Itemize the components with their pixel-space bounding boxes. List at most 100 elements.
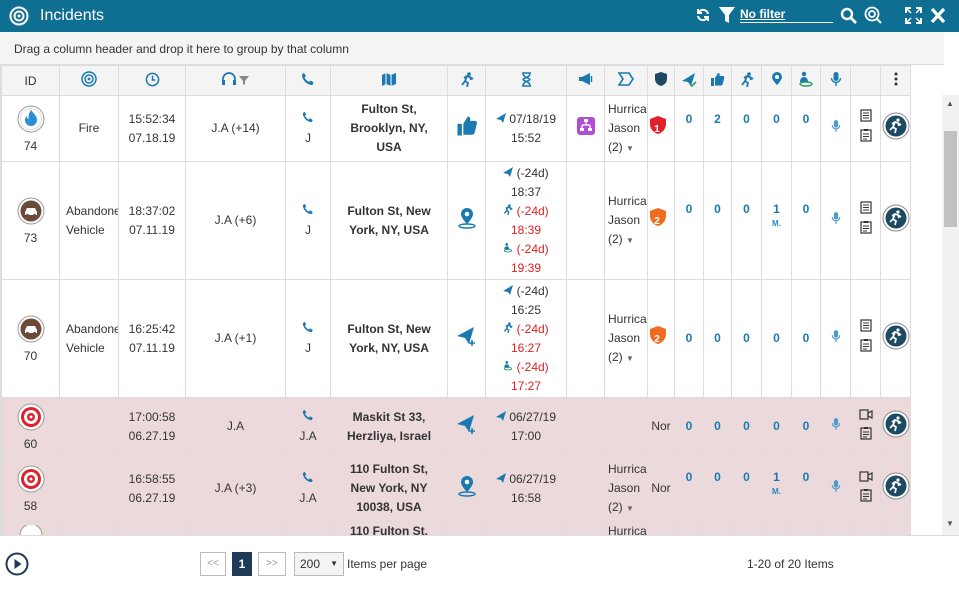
document-icon[interactable] bbox=[859, 201, 872, 214]
col-header-caller[interactable] bbox=[285, 65, 331, 96]
vehicle-type-icon bbox=[17, 315, 44, 342]
col-header-responders[interactable] bbox=[447, 65, 486, 96]
event-count-dropdown[interactable]: (2) ▼ bbox=[608, 499, 634, 514]
microphone-icon[interactable] bbox=[831, 479, 841, 493]
send-plus-icon[interactable] bbox=[456, 325, 478, 347]
dispatch-runner-button[interactable] bbox=[882, 322, 910, 350]
table-row[interactable]: 70 Abandone Vehicle 16:25:42 07.11.19 J.A … bbox=[1, 279, 943, 398]
address-line: Maskit St 33, bbox=[352, 409, 426, 424]
document-icon[interactable] bbox=[859, 319, 872, 332]
col-header-dispatcher[interactable] bbox=[185, 65, 286, 96]
phone-icon[interactable] bbox=[302, 203, 314, 215]
col-header-level[interactable] bbox=[647, 65, 675, 96]
col-header-runners[interactable] bbox=[731, 65, 762, 96]
location-pin-icon[interactable] bbox=[457, 475, 477, 497]
location-pin-icon[interactable] bbox=[457, 207, 477, 229]
table-row[interactable]: 110 Fulton St, Hurrica bbox=[1, 521, 943, 535]
event-name: Hurrica bbox=[608, 101, 647, 116]
window-title: Incidents bbox=[40, 7, 105, 24]
microphone-icon[interactable] bbox=[831, 119, 841, 133]
dispatch-runner-button[interactable] bbox=[882, 472, 910, 500]
address-line: Fulton St, New bbox=[347, 203, 431, 218]
col-header-time[interactable] bbox=[118, 65, 186, 96]
event-name: Jason bbox=[608, 480, 641, 495]
phone-icon[interactable] bbox=[302, 471, 314, 483]
address-line: 110 Fulton St, bbox=[349, 462, 428, 476]
first-page-button[interactable]: << bbox=[200, 552, 226, 576]
col-header-actions[interactable] bbox=[880, 65, 911, 96]
event-count-dropdown[interactable]: (2) ▼ bbox=[608, 231, 634, 246]
incident-type: Abandone bbox=[66, 321, 119, 336]
table-row[interactable]: 60 17:00:58 06.27.19 J.A J.A Maskit St 33… bbox=[1, 397, 943, 456]
address-line: New York, NY bbox=[350, 481, 428, 495]
incident-date: 07.11.19 bbox=[129, 222, 175, 237]
video-icon[interactable] bbox=[858, 471, 873, 482]
col-header-docs[interactable] bbox=[850, 65, 881, 96]
count-acknowledged: 0 bbox=[674, 161, 704, 280]
vehicle-type-icon bbox=[17, 197, 44, 224]
clipboard-icon[interactable] bbox=[859, 128, 872, 142]
event-count-dropdown[interactable]: (2) ▼ bbox=[608, 349, 634, 364]
col-header-type[interactable] bbox=[59, 65, 119, 96]
refresh-icon[interactable] bbox=[696, 8, 710, 22]
video-icon[interactable] bbox=[858, 409, 873, 420]
scroll-down-arrow-icon[interactable]: ▼ bbox=[946, 519, 954, 528]
dispatcher: J.A (+3) bbox=[185, 455, 286, 522]
filter-dropdown[interactable]: No filter bbox=[740, 8, 833, 23]
org-chart-icon[interactable] bbox=[576, 116, 595, 135]
expand-icon[interactable] bbox=[905, 7, 922, 24]
phone-icon[interactable] bbox=[302, 321, 314, 333]
microphone-icon[interactable] bbox=[831, 211, 841, 225]
send-plus-icon[interactable] bbox=[456, 413, 478, 435]
col-header-timeline[interactable] bbox=[485, 65, 567, 96]
more-vertical-icon[interactable] bbox=[894, 72, 898, 86]
close-icon[interactable] bbox=[930, 7, 946, 24]
dispatch-runner-button[interactable] bbox=[882, 410, 910, 438]
table-row[interactable]: 73 Abandone Vehicle 18:37:02 07.11.19 J.A … bbox=[1, 161, 943, 280]
address-line: Fulton St, New bbox=[347, 321, 431, 336]
thumbs-up-icon[interactable] bbox=[455, 115, 479, 137]
count-runners: 0 bbox=[731, 397, 762, 456]
document-icon[interactable] bbox=[859, 109, 872, 122]
vertical-scrollbar[interactable]: ▲ ▼ bbox=[942, 95, 959, 535]
table-row[interactable]: 74 Fire 15:52:34 07.18.19 J.A (+14) J Ful… bbox=[1, 95, 943, 162]
col-header-address[interactable] bbox=[330, 65, 448, 96]
col-header-likes[interactable] bbox=[703, 65, 732, 96]
col-header-acknowledged[interactable] bbox=[674, 65, 704, 96]
col-header-location[interactable] bbox=[761, 65, 792, 96]
clipboard-icon[interactable] bbox=[859, 220, 872, 234]
incident-id: 74 bbox=[23, 138, 38, 153]
page-size-select[interactable]: 200 ▼ bbox=[294, 552, 344, 576]
last-page-button[interactable]: >> bbox=[258, 552, 286, 576]
col-header-event[interactable] bbox=[604, 65, 648, 96]
incident-date: 07.18.19 bbox=[128, 130, 176, 145]
microphone-icon[interactable] bbox=[831, 417, 841, 431]
filter-icon[interactable] bbox=[719, 7, 735, 24]
play-icon[interactable] bbox=[5, 552, 29, 576]
phone-icon[interactable] bbox=[302, 111, 314, 123]
dispatch-runner-button[interactable] bbox=[882, 112, 910, 140]
count-likes: 2 bbox=[703, 95, 732, 162]
search-icon[interactable] bbox=[840, 7, 857, 24]
sent-time: 16:58 bbox=[510, 490, 542, 505]
current-page-button[interactable]: 1 bbox=[232, 552, 252, 576]
scroll-up-arrow-icon[interactable]: ▲ bbox=[946, 99, 954, 108]
col-header-broadcast[interactable] bbox=[566, 65, 605, 96]
shield-icon bbox=[655, 72, 667, 86]
event-count-dropdown[interactable]: (2) ▼ bbox=[608, 139, 634, 154]
table-row[interactable]: 58 16:58:55 06.27.19 J.A (+3) J.A 110 Ful… bbox=[1, 455, 943, 522]
col-header-id[interactable]: ID bbox=[1, 65, 60, 96]
col-header-arrived[interactable] bbox=[791, 65, 821, 96]
scrollbar-thumb[interactable] bbox=[944, 131, 957, 227]
col-header-audio[interactable] bbox=[820, 65, 851, 96]
clipboard-icon[interactable] bbox=[859, 488, 872, 502]
dispatch-runner-button[interactable] bbox=[882, 204, 910, 232]
target-type-icon bbox=[19, 523, 42, 535]
clipboard-icon[interactable] bbox=[859, 426, 872, 440]
phone-icon[interactable] bbox=[302, 409, 314, 421]
group-by-bar[interactable]: Drag a column header and drop it here to… bbox=[0, 32, 944, 65]
microphone-icon[interactable] bbox=[831, 329, 841, 343]
target-search-icon[interactable] bbox=[864, 6, 882, 24]
caller-initials: J bbox=[305, 222, 311, 237]
clipboard-icon[interactable] bbox=[859, 338, 872, 352]
